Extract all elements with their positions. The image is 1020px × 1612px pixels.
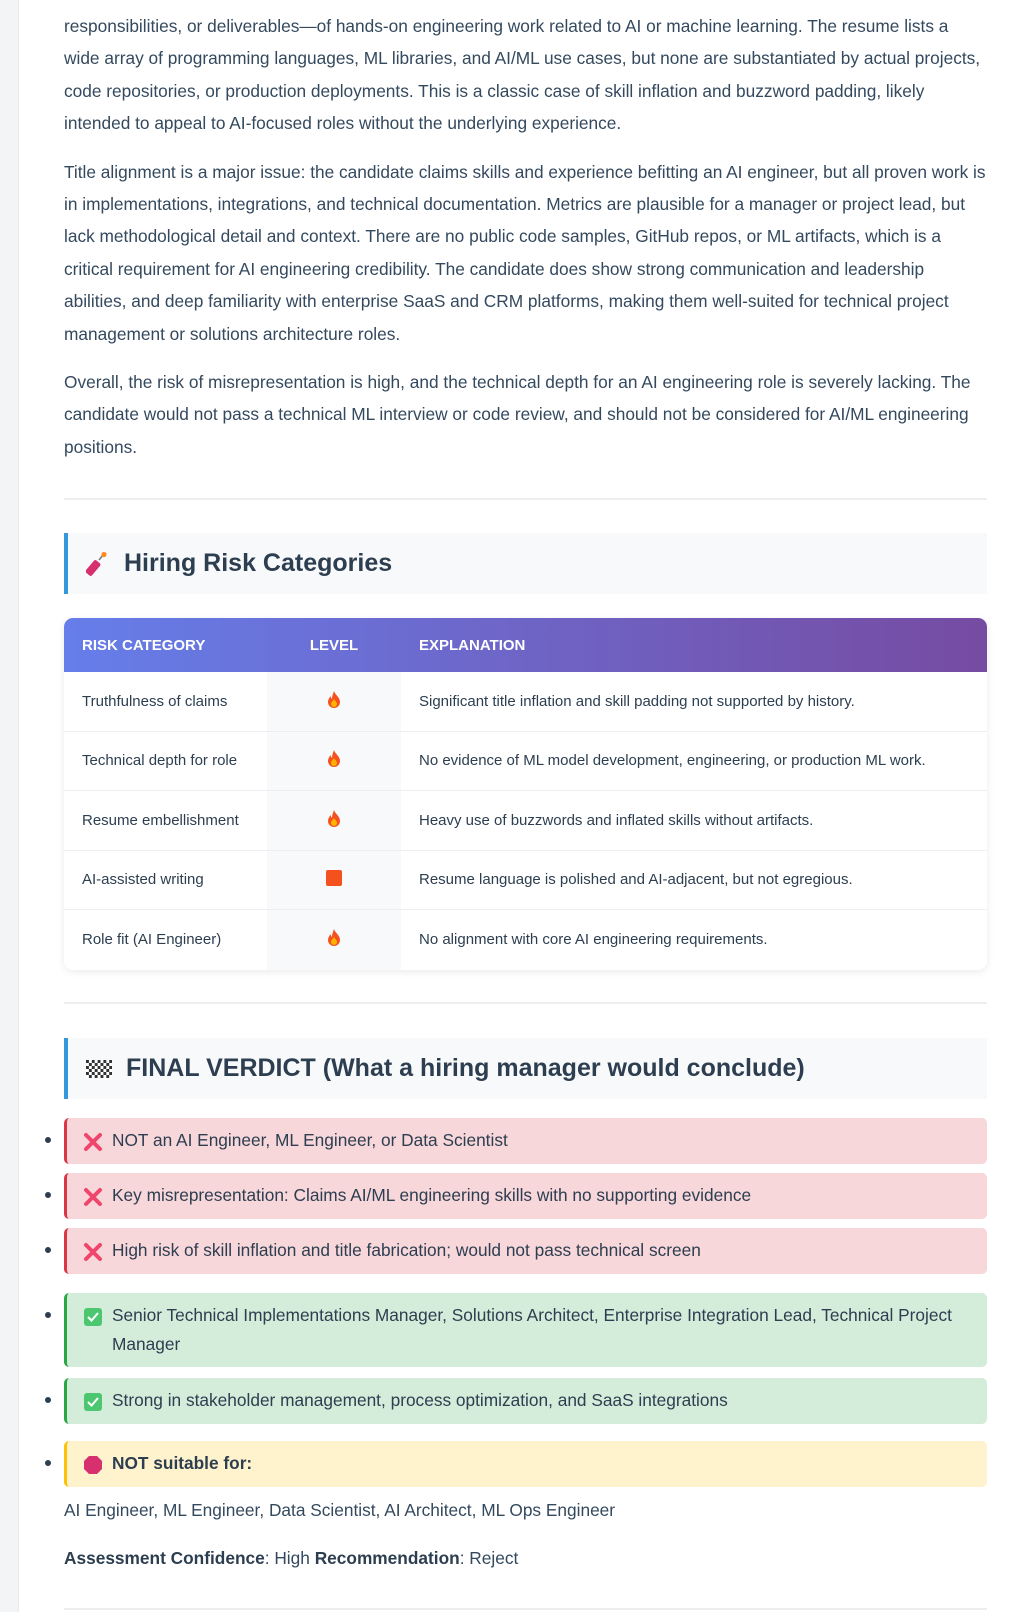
bullet [45,1397,51,1403]
verdict-text: High risk of skill inflation and title f… [112,1240,701,1260]
recommendation-label: Recommendation [314,1548,460,1568]
risk-level [267,910,401,970]
bullet [45,1137,51,1143]
confidence-value: : High [264,1548,310,1568]
confidence-label: Assessment Confidence [64,1548,265,1568]
recommendation-value: : Reject [459,1548,519,1568]
risk-category: Resume embellishment [64,791,267,851]
risk-category: Truthfulness of claims [64,672,267,732]
risk-explanation: Significant title inflation and skill pa… [401,672,987,732]
paragraph: Overall, the risk of misrepresentation i… [64,372,971,457]
check-mark-icon [83,1307,103,1336]
risk-explanation: No alignment with core AI engineering re… [419,931,768,949]
verdict-item: NOT an AI Engineer, ML Engineer, or Data… [45,1118,987,1164]
bullet [45,1460,51,1466]
cross-mark-icon [83,1187,103,1216]
verdict-item: NOT suitable for: [45,1441,987,1487]
cross-mark-icon [83,1132,103,1161]
column-header: LEVEL [309,636,359,654]
column-header: EXPLANATION [419,636,526,654]
section-title: Hiring Risk Categories [124,549,393,577]
section-heading-verdict: FINAL VERDICT (What a hiring manager wou… [64,1038,987,1099]
fire-icon [327,809,341,831]
divider [64,1608,987,1610]
table-row: Technical depth for role No evidence of … [64,731,987,791]
divider [64,498,987,500]
bullet [45,1247,51,1253]
stop-sign-icon [83,1455,103,1484]
firecracker-icon [86,551,110,577]
checkered-flag-icon [86,1059,112,1078]
verdict-item: Senior Technical Implementations Manager… [45,1293,987,1367]
table-row: Resume embellishment Heavy use of buzzwo… [64,791,987,851]
verdict-text: Strong in stakeholder management, proces… [112,1390,728,1410]
risk-level [267,850,401,910]
paragraph: responsibilities, or deliverables—of han… [64,16,981,134]
risk-level [267,672,401,732]
column-header: RISK CATEGORY [82,636,206,654]
table-row: Role fit (AI Engineer) No alignment with… [64,910,987,970]
summary-paragraphs: responsibilities, or deliverables—of han… [64,10,987,479]
verdict-item: Key misrepresentation: Claims AI/ML engi… [45,1173,987,1219]
risk-category: Role fit (AI Engineer) [82,931,222,949]
fire-icon [327,690,341,712]
not-suitable-roles: AI Engineer, ML Engineer, Data Scientist… [64,1500,616,1520]
risk-explanation: Heavy use of buzzwords and inflated skil… [401,791,987,851]
risk-category: AI-assisted writing [64,851,267,910]
cross-mark-icon [83,1242,103,1271]
verdict-text: NOT suitable for: [112,1453,253,1473]
verdict-item: Strong in stakeholder management, proces… [45,1378,987,1424]
left-gutter [0,0,19,1612]
risk-level [267,731,401,791]
risk-explanation: Resume language is polished and AI-adjac… [401,851,987,910]
orange-square-icon [326,869,342,890]
risk-category: Technical depth for role [64,732,267,791]
bullet [45,1192,51,1198]
table-row: Truthfulness of claims Significant title… [64,672,987,732]
verdict-text: Key misrepresentation: Claims AI/ML engi… [112,1185,752,1205]
risk-level [267,791,401,851]
risk-table: RISK CATEGORY LEVEL EXPLANATION Truthful… [64,618,987,970]
verdict-item: High risk of skill inflation and title f… [45,1228,987,1274]
table-header-row: RISK CATEGORY LEVEL EXPLANATION [64,618,987,672]
table-row: AI-assisted writing Resume language is p… [64,850,987,910]
paragraph: Title alignment is a major issue: the ca… [64,161,986,344]
bullet [45,1312,51,1318]
verdict-text: NOT an AI Engineer, ML Engineer, or Data… [112,1130,508,1150]
divider [64,1002,987,1004]
assessment-summary: Assessment Confidence: High Recommendati… [64,1548,518,1569]
fire-icon [327,929,341,950]
section-title: FINAL VERDICT (What a hiring manager wou… [126,1054,805,1082]
risk-explanation: No evidence of ML model development, eng… [401,732,987,791]
section-heading-risk: Hiring Risk Categories [64,533,987,594]
verdict-text: Senior Technical Implementations Manager… [112,1305,952,1354]
check-mark-icon [83,1392,103,1421]
fire-icon [327,750,341,771]
